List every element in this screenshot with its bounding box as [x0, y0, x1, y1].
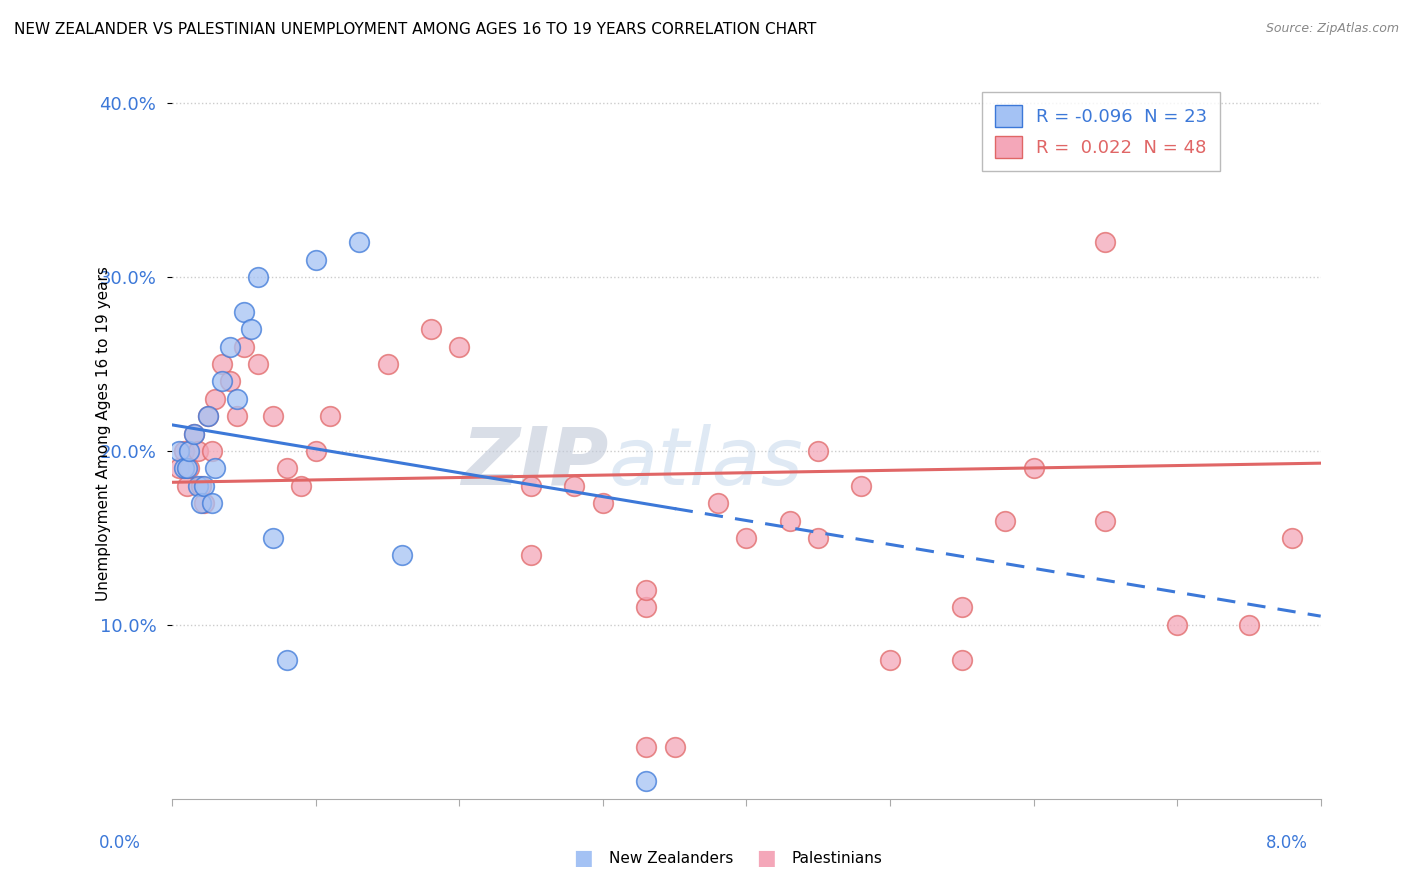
Point: [276, 461, 298, 475]
Point: [735, 531, 758, 545]
Point: [197, 409, 219, 424]
Point: [319, 409, 342, 424]
Point: [197, 409, 219, 424]
Point: [879, 652, 901, 666]
Point: [240, 322, 263, 336]
Point: [204, 461, 226, 475]
Point: [169, 444, 191, 458]
Point: [634, 600, 657, 615]
Point: [950, 652, 973, 666]
Point: [183, 426, 205, 441]
Legend: R = -0.096  N = 23, R =  0.022  N = 48: R = -0.096 N = 23, R = 0.022 N = 48: [981, 92, 1220, 170]
Point: [664, 739, 686, 754]
Point: [247, 357, 270, 371]
Point: [211, 357, 233, 371]
Point: [634, 583, 657, 598]
Text: 8.0%: 8.0%: [1265, 834, 1308, 852]
Text: 0.0%: 0.0%: [98, 834, 141, 852]
Point: [201, 444, 224, 458]
Point: [706, 496, 728, 510]
Text: atlas: atlas: [609, 424, 803, 502]
Point: [807, 531, 830, 545]
Point: [634, 774, 657, 789]
Text: Palestinians: Palestinians: [792, 851, 883, 865]
Point: [1094, 514, 1116, 528]
Text: ■: ■: [756, 848, 776, 868]
Text: Source: ZipAtlas.com: Source: ZipAtlas.com: [1265, 22, 1399, 36]
Point: [779, 514, 801, 528]
Point: [179, 461, 201, 475]
Point: [592, 496, 614, 510]
Point: [994, 514, 1017, 528]
Point: [419, 322, 441, 336]
Point: [193, 496, 215, 510]
Point: [190, 479, 212, 493]
Point: [179, 444, 201, 458]
Point: [190, 496, 212, 510]
Point: [391, 549, 413, 563]
Point: [1166, 617, 1188, 632]
Point: [176, 461, 198, 475]
Point: [169, 461, 191, 475]
Point: [1094, 235, 1116, 250]
Point: [211, 375, 233, 389]
Point: [225, 392, 247, 406]
Point: [377, 357, 399, 371]
Text: NEW ZEALANDER VS PALESTINIAN UNEMPLOYMENT AMONG AGES 16 TO 19 YEARS CORRELATION : NEW ZEALANDER VS PALESTINIAN UNEMPLOYMEN…: [14, 22, 817, 37]
Point: [1237, 617, 1260, 632]
Point: [201, 496, 224, 510]
Point: [187, 479, 209, 493]
Point: [225, 409, 247, 424]
Point: [218, 375, 240, 389]
Text: Unemployment Among Ages 16 to 19 years: Unemployment Among Ages 16 to 19 years: [96, 266, 111, 601]
Point: [247, 270, 270, 285]
Point: [276, 652, 298, 666]
Point: [204, 392, 226, 406]
Point: [173, 461, 195, 475]
Point: [262, 409, 284, 424]
Point: [187, 444, 209, 458]
Text: ZIP: ZIP: [461, 424, 609, 502]
Point: [1281, 531, 1303, 545]
Point: [176, 479, 198, 493]
Text: New Zealanders: New Zealanders: [609, 851, 733, 865]
Point: [193, 479, 215, 493]
Point: [851, 479, 873, 493]
Point: [290, 479, 312, 493]
Point: [305, 444, 328, 458]
Point: [562, 479, 585, 493]
Point: [233, 305, 256, 319]
Point: [950, 600, 973, 615]
Point: [449, 340, 471, 354]
Point: [520, 479, 543, 493]
Point: [173, 444, 195, 458]
Point: [807, 444, 830, 458]
Point: [262, 531, 284, 545]
Point: [218, 340, 240, 354]
Point: [233, 340, 256, 354]
Point: [183, 426, 205, 441]
Text: ■: ■: [574, 848, 593, 868]
Point: [305, 252, 328, 267]
Point: [347, 235, 370, 250]
Point: [520, 549, 543, 563]
Point: [634, 739, 657, 754]
Point: [1022, 461, 1045, 475]
